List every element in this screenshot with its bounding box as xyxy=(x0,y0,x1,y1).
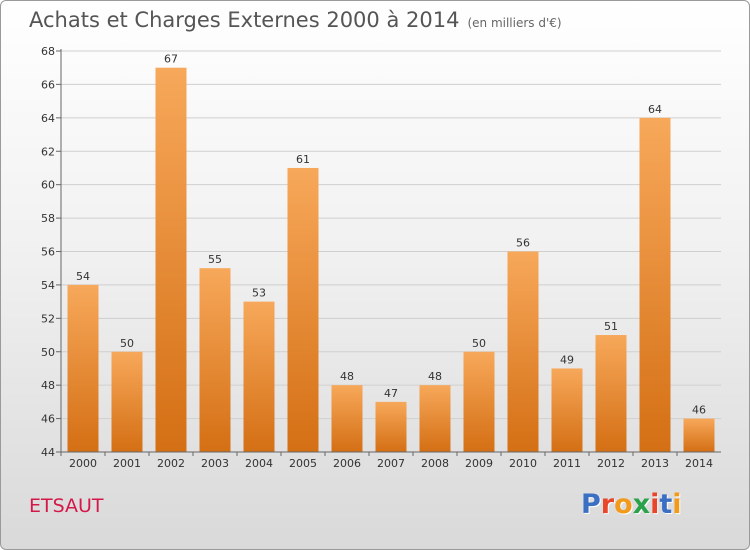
y-tick-label-48: 48 xyxy=(41,379,55,392)
x-tick-label-2010: 2010 xyxy=(509,457,537,470)
bar-2008 xyxy=(419,385,451,452)
bar-2006 xyxy=(331,385,363,452)
y-tick-label-60: 60 xyxy=(41,179,55,192)
x-tick-label-2008: 2008 xyxy=(421,457,449,470)
logo-letter: t xyxy=(659,489,673,520)
y-tick-label-46: 46 xyxy=(41,413,55,426)
x-tick-label-2005: 2005 xyxy=(289,457,317,470)
data-label-2012: 51 xyxy=(604,320,618,333)
y-tick-label-58: 58 xyxy=(41,212,55,225)
bar-2004 xyxy=(243,301,275,452)
x-tick-label-2013: 2013 xyxy=(641,457,669,470)
bar-2010 xyxy=(507,251,539,452)
data-label-2007: 47 xyxy=(384,387,398,400)
y-tick-label-54: 54 xyxy=(41,279,55,292)
bars: 54 50 67 55 53 61 48 47 48 50 56 49 51 64 46 xyxy=(67,53,715,453)
bar-2012 xyxy=(595,335,627,452)
data-label-2006: 48 xyxy=(340,370,354,383)
y-tick-label-64: 64 xyxy=(41,112,55,125)
x-tick-label-2002: 2002 xyxy=(157,457,185,470)
data-label-2010: 56 xyxy=(516,237,530,250)
data-label-2003: 55 xyxy=(208,253,222,266)
y-tick-label-68: 68 xyxy=(41,45,55,58)
logo-letter: i xyxy=(650,489,660,520)
y-tick-label-44: 44 xyxy=(41,446,55,459)
bar-2013 xyxy=(639,117,671,452)
bar-2001 xyxy=(111,351,143,452)
x-tick-label-2003: 2003 xyxy=(201,457,229,470)
bar-2002 xyxy=(155,67,187,452)
commune-name: ETSAUT xyxy=(29,495,104,517)
logo-letter: o xyxy=(614,489,633,520)
bar-2007 xyxy=(375,401,407,452)
bar-2009 xyxy=(463,351,495,452)
bar-2014 xyxy=(683,418,715,452)
title-text: Achats et Charges Externes 2000 à 2014 xyxy=(29,8,460,32)
logo-letter: r xyxy=(600,489,615,520)
chart-subtitle: (en milliers d'€) xyxy=(467,16,562,30)
data-label-2000: 54 xyxy=(76,270,90,283)
data-label-2005: 61 xyxy=(296,153,310,166)
x-tick-label-2011: 2011 xyxy=(553,457,581,470)
chart-title: Achats et Charges Externes 2000 à 2014 (e… xyxy=(29,8,562,32)
bar-2003 xyxy=(199,268,231,452)
bar-2011 xyxy=(551,368,583,452)
y-tick-label-52: 52 xyxy=(41,312,55,325)
data-label-2011: 49 xyxy=(560,353,574,366)
x-tick-label-2000: 2000 xyxy=(69,457,97,470)
data-label-2009: 50 xyxy=(472,337,486,350)
x-tick-label-2001: 2001 xyxy=(113,457,141,470)
x-tick-label-2006: 2006 xyxy=(333,457,361,470)
x-tick-label-2012: 2012 xyxy=(597,457,625,470)
data-label-2001: 50 xyxy=(120,337,134,350)
x-tick-label-2004: 2004 xyxy=(245,457,273,470)
y-tick-label-56: 56 xyxy=(41,246,55,259)
data-label-2014: 46 xyxy=(692,404,706,417)
data-label-2002: 67 xyxy=(164,53,178,66)
y-tick-label-66: 66 xyxy=(41,78,55,91)
y-tick-label-50: 50 xyxy=(41,346,55,359)
data-label-2013: 64 xyxy=(648,103,662,116)
x-tick-label-2007: 2007 xyxy=(377,457,405,470)
axes: 44 46 48 50 52 54 56 58 60 62 64 66 68 2000 2001 2002 20… xyxy=(41,45,721,470)
logo-letter: P xyxy=(581,489,601,520)
data-label-2004: 53 xyxy=(252,287,266,300)
x-tick-label-2009: 2009 xyxy=(465,457,493,470)
logo-letter: x xyxy=(632,489,651,520)
data-label-2008: 48 xyxy=(428,370,442,383)
y-tick-label-62: 62 xyxy=(41,145,55,158)
x-tick-label-2014: 2014 xyxy=(685,457,713,470)
bar-2005 xyxy=(287,167,319,453)
logo-letter: i xyxy=(672,489,682,520)
proxiti-logo: Proxiti xyxy=(581,489,682,520)
bar-2000 xyxy=(67,284,99,452)
